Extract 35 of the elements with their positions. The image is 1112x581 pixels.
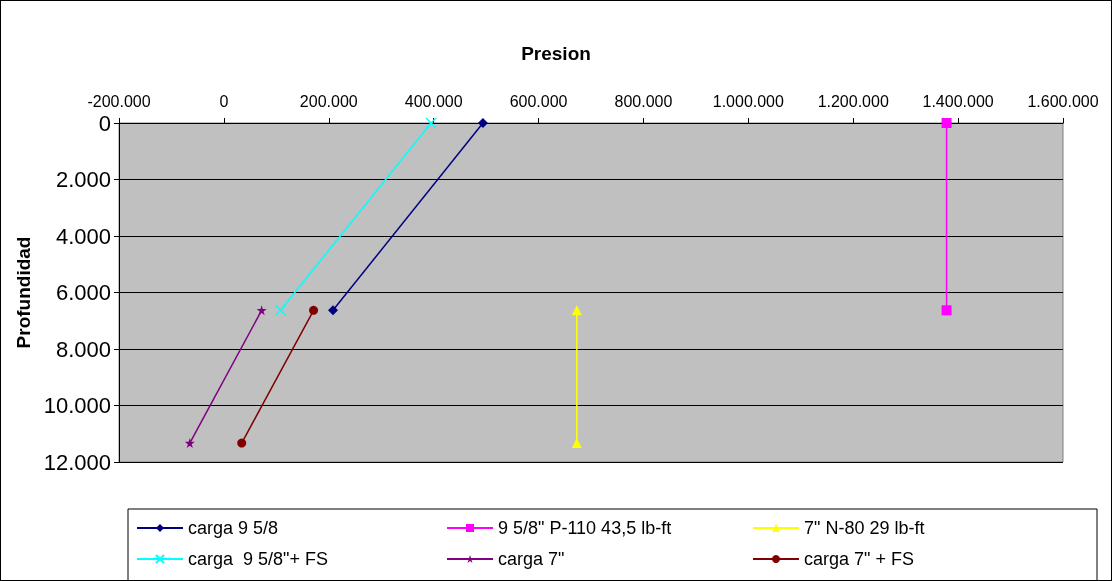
y-tick-label: 8.000 [55, 336, 111, 362]
legend-label: carga 9 5/8 [188, 518, 279, 538]
x-tick-label: 400.000 [404, 92, 463, 110]
point [184, 438, 195, 449]
point [941, 118, 952, 128]
y-tick-label: 12.000 [43, 449, 111, 475]
x-tick-label: 800.000 [614, 92, 673, 110]
y-tick-label: 0 [98, 110, 111, 136]
point [941, 305, 952, 316]
legend-label: carga 7" [498, 549, 565, 569]
point [327, 305, 338, 316]
x-tick-label: 1.000.000 [712, 92, 785, 110]
point [477, 118, 488, 128]
x-tick-label: 0 [219, 92, 229, 110]
x-tick-label: 1.200.000 [817, 92, 889, 110]
legend-label: carga 9 5/8"+ FS [188, 549, 328, 569]
legend-label: carga 7" + FS [804, 549, 914, 569]
x-tick-label: -200.000 [87, 92, 151, 110]
y-axis-title: Profundidad [12, 236, 34, 349]
point [274, 304, 287, 317]
y-tick-label: 4.000 [55, 223, 111, 249]
legend-label: 9 5/8" P-110 43,5 lb-ft [498, 518, 672, 538]
point [309, 305, 319, 315]
x-tick-label: 1.600.000 [1027, 92, 1099, 110]
x-tick-label: 1.400.000 [922, 92, 994, 110]
legend-label: 7" N-80 29 lb-ft [804, 518, 925, 538]
y-tick-label: 2.000 [55, 167, 111, 192]
y-tick-label: 10.000 [43, 393, 111, 418]
point [256, 305, 267, 316]
x-tick-label: 200.000 [299, 92, 358, 110]
chart-title: Presion [521, 43, 591, 64]
x-tick-label: 600.000 [509, 92, 568, 110]
point [237, 438, 247, 448]
y-tick-label: 6.000 [55, 280, 111, 305]
point [425, 117, 437, 129]
